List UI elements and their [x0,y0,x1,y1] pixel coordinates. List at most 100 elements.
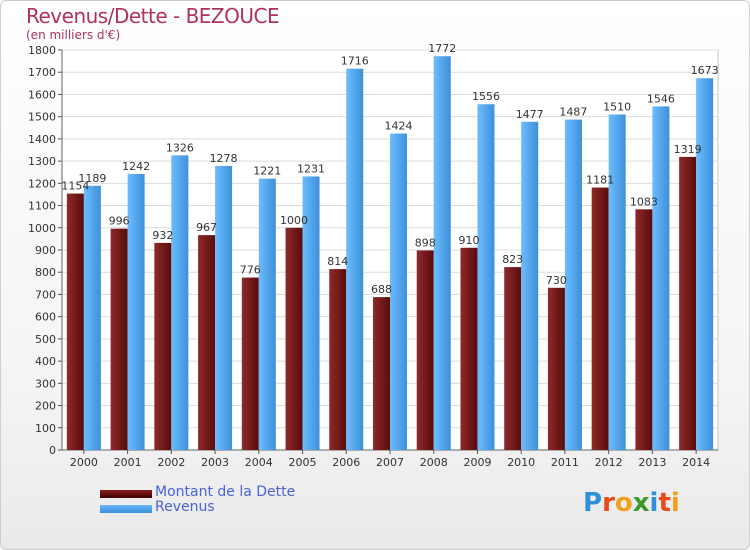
x-tick-label: 2013 [638,456,666,469]
y-tick-label: 100 [35,422,56,435]
data-label-dette: 898 [415,236,436,249]
y-tick-label: 800 [35,266,56,279]
bar-dette [504,267,522,450]
y-tick-label: 900 [35,244,56,257]
bar-dette [460,247,478,450]
data-label-dette: 967 [196,221,217,234]
data-label-dette: 1000 [280,214,308,227]
bar-dette [547,287,565,450]
legend-swatch-dette [100,490,152,498]
legend-label-dette: Montant de la Dette [155,484,296,500]
x-tick-label: 2014 [682,456,710,469]
data-label-revenus: 1424 [385,120,413,133]
bar-revenus [608,114,626,450]
data-label-dette: 814 [327,255,348,268]
y-tick-label: 1000 [28,222,56,235]
bar-revenus [433,56,451,450]
x-tick-label: 2008 [420,456,448,469]
x-tick-label: 2002 [157,456,185,469]
x-tick-label: 2011 [551,456,579,469]
data-label-revenus: 1546 [647,92,675,105]
bar-revenus [696,78,714,450]
y-tick-label: 1800 [28,44,56,57]
logo-letter: t [658,488,671,518]
chart-title: Revenus/Dette - BEZOUCE [26,4,280,28]
data-label-dette: 996 [109,215,130,228]
y-tick-label: 500 [35,333,56,346]
bar-revenus [258,178,276,450]
data-label-revenus: 1477 [516,108,544,121]
bar-dette [591,187,609,451]
bar-dette [198,235,216,450]
bar-revenus [171,155,189,451]
data-label-dette: 932 [152,229,173,242]
data-label-revenus: 1242 [122,160,150,173]
logo-letter: i [649,488,659,518]
x-tick-label: 2007 [376,456,404,469]
y-tick-label: 400 [35,355,56,368]
bar-revenus [652,106,670,450]
data-label-dette: 910 [458,234,479,247]
data-label-revenus: 1716 [341,55,369,68]
chart-subtitle: (en milliers d'€) [26,28,121,42]
data-label-revenus: 1278 [210,152,238,165]
bar-revenus [477,104,495,450]
data-label-revenus: 1189 [78,172,106,185]
bar-revenus [346,68,364,451]
data-label-dette: 1154 [61,180,89,193]
logo-letter: i [670,488,680,518]
data-label-revenus: 1772 [428,42,456,55]
bar-revenus [215,166,233,450]
y-tick-label: 1700 [28,66,56,79]
bar-dette [373,297,390,450]
x-tick-label: 2009 [463,456,491,469]
x-tick-label: 2000 [70,456,98,469]
data-label-dette: 776 [240,264,261,277]
data-label-revenus: 1487 [559,106,587,119]
data-label-revenus: 1556 [472,90,500,103]
bar-revenus [83,185,101,450]
data-label-revenus: 1510 [603,100,631,113]
bar-dette [66,193,84,451]
x-tick-label: 2010 [507,456,535,469]
bar-dette [679,156,697,450]
bar-dette [285,227,303,450]
data-label-dette: 823 [502,253,523,266]
y-tick-label: 700 [35,288,56,301]
data-label-dette: 730 [546,274,567,287]
bar-dette [635,209,653,450]
bar-dette [329,269,347,450]
data-label-dette: 1083 [630,195,658,208]
logo-letter: o [614,488,633,518]
data-label-dette: 1319 [674,143,702,156]
legend-label-revenus: Revenus [155,499,215,515]
y-tick-label: 0 [49,444,56,457]
x-tick-label: 2003 [201,456,229,469]
x-tick-label: 2012 [595,456,623,469]
bar-revenus [521,121,539,451]
y-tick-label: 200 [35,400,56,413]
data-label-revenus: 1231 [297,162,325,175]
x-tick-label: 2001 [114,456,142,469]
x-tick-label: 2004 [245,456,273,469]
bar-dette [241,277,259,450]
x-tick-label: 2005 [289,456,317,469]
logo-letter: P [583,488,603,518]
data-label-dette: 1181 [586,174,614,187]
logo-letter: r [602,488,615,518]
y-tick-label: 1300 [28,155,56,168]
y-tick-label: 1400 [28,133,56,146]
bar-dette [154,242,172,450]
y-tick-label: 1200 [28,177,56,190]
x-tick-label: 2006 [332,456,360,469]
y-tick-label: 1100 [28,200,56,213]
data-label-revenus: 1221 [253,165,281,178]
bar-revenus [127,174,145,450]
y-tick-label: 300 [35,377,56,390]
y-tick-label: 600 [35,311,56,324]
bar-revenus [564,119,582,451]
y-tick-label: 1600 [28,88,56,101]
proxiti-logo: Proxiti [583,488,680,518]
bar-revenus [390,133,407,451]
